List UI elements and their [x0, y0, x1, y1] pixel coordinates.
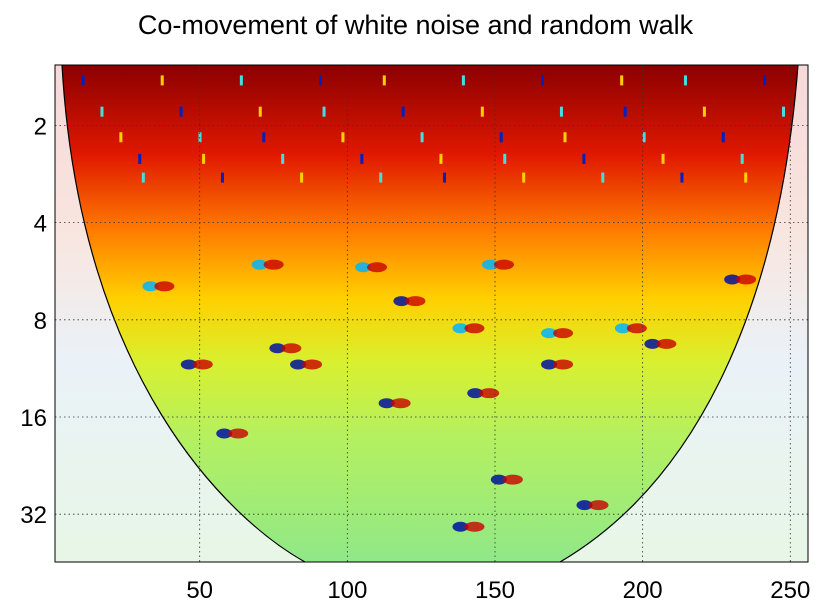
phase-singularity-mark — [724, 274, 757, 285]
phase-tick-mark — [360, 153, 364, 164]
phase-tick-mark — [300, 172, 304, 183]
phase-tick-mark — [661, 153, 665, 164]
phase-tick-mark — [220, 172, 224, 183]
phase-tick-mark — [239, 75, 243, 86]
phase-singularity-mark — [576, 500, 609, 511]
phase-singularity-mark — [378, 398, 411, 409]
phase-tick-mark — [559, 106, 563, 117]
plot-frame — [54, 64, 809, 563]
phase-singularity-mark — [452, 521, 485, 532]
phase-tick-mark — [744, 172, 748, 183]
phase-singularity-mark — [355, 262, 388, 273]
y-tick-label: 8 — [34, 308, 47, 335]
x-tick-label: 50 — [186, 577, 213, 604]
phase-tick-mark — [281, 153, 285, 164]
phase-tick-mark — [262, 132, 266, 143]
phase-singularity-mark — [180, 359, 213, 370]
phase-tick-mark — [341, 132, 345, 143]
phase-tick-mark — [480, 106, 484, 117]
phase-tick-mark — [439, 153, 443, 164]
phase-tick-mark — [782, 106, 786, 117]
phase-singularity-mark — [467, 388, 500, 399]
phase-tick-mark — [740, 153, 744, 164]
phase-tick-mark — [179, 106, 183, 117]
y-tick-label: 4 — [34, 211, 47, 238]
phase-singularity-mark — [644, 338, 677, 349]
phase-tick-mark — [379, 172, 383, 183]
y-tick-label: 2 — [34, 113, 47, 140]
phase-tick-mark — [141, 172, 145, 183]
phase-tick-mark — [683, 75, 687, 86]
phase-singularity-mark — [393, 296, 426, 307]
y-tick-label: 16 — [20, 405, 47, 432]
phase-tick-mark — [401, 106, 405, 117]
phase-singularity-mark — [142, 281, 175, 292]
phase-tick-mark — [763, 75, 767, 86]
phase-tick-mark — [202, 153, 206, 164]
phase-singularity-mark — [452, 323, 485, 334]
phase-singularity-mark — [269, 343, 302, 354]
phase-tick-mark — [680, 172, 684, 183]
phase-singularity-mark — [481, 259, 514, 270]
phase-tick-mark — [160, 75, 164, 86]
y-tick-label: 32 — [20, 502, 47, 529]
phase-singularity-mark — [290, 359, 323, 370]
phase-tick-mark — [81, 75, 85, 86]
phase-singularity-mark — [541, 359, 574, 370]
phase-tick-mark — [461, 75, 465, 86]
phase-tick-mark — [318, 75, 322, 86]
phase-singularity-mark — [216, 428, 249, 439]
phase-tick-mark — [100, 106, 104, 117]
phase-tick-mark — [623, 106, 627, 117]
x-tick-label: 250 — [770, 577, 810, 604]
cone-of-influence — [61, 65, 799, 562]
phase-singularity-mark — [490, 474, 523, 485]
phase-tick-mark — [522, 172, 526, 183]
x-tick-label: 200 — [623, 577, 663, 604]
phase-tick-mark — [322, 106, 326, 117]
x-tick-label: 150 — [475, 577, 515, 604]
phase-tick-mark — [642, 132, 646, 143]
phase-singularity-mark — [251, 259, 284, 270]
phase-tick-mark — [258, 106, 262, 117]
phase-tick-mark — [582, 153, 586, 164]
phase-singularity-mark — [541, 328, 574, 339]
chart-title: Co-movement of white noise and random wa… — [137, 10, 694, 40]
phase-singularity-mark — [614, 323, 647, 334]
phase-tick-mark — [563, 132, 567, 143]
phase-tick-mark — [541, 75, 545, 86]
x-tick-label: 100 — [327, 577, 367, 604]
phase-tick-mark — [138, 153, 142, 164]
phase-tick-mark — [420, 132, 424, 143]
phase-tick-mark — [443, 172, 447, 183]
phase-tick-mark — [499, 132, 503, 143]
phase-tick-mark — [601, 172, 605, 183]
phase-tick-mark — [702, 106, 706, 117]
phase-tick-mark — [503, 153, 507, 164]
phase-tick-mark — [721, 132, 725, 143]
phase-tick-mark — [119, 132, 123, 143]
phase-tick-mark — [382, 75, 386, 86]
phase-tick-mark — [620, 75, 624, 86]
